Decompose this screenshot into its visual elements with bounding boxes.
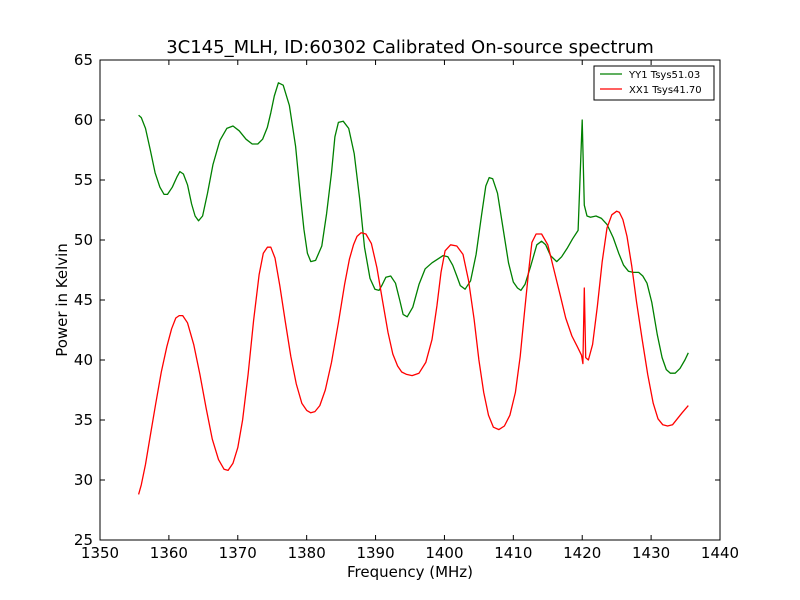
x-tick-label: 1400 — [425, 544, 463, 562]
y-tick-label: 55 — [74, 171, 93, 189]
y-tick-label: 45 — [74, 291, 93, 309]
series-layer — [137, 82, 689, 495]
legend-label-xx1: XX1 Tsys41.70 — [629, 85, 702, 96]
x-tick-label: 1380 — [288, 544, 326, 562]
y-tick-label: 40 — [74, 351, 93, 369]
tick-layer: 1350 1360 1370 1380 1390 1400 1410 1420 1430 1440… — [74, 51, 739, 562]
x-tick-label: 1440 — [701, 544, 739, 562]
series-line-xx1 — [137, 210, 689, 495]
x-tick-label: 1360 — [150, 544, 188, 562]
x-tick-label: 1350 — [81, 544, 119, 562]
legend-box — [593, 65, 715, 101]
x-tick-label: 1390 — [356, 544, 394, 562]
y-tick-label: 60 — [74, 111, 93, 129]
x-tick-label: 1420 — [563, 544, 601, 562]
x-tick-label: 1410 — [494, 544, 532, 562]
x-tick-label: 1430 — [632, 544, 670, 562]
x-axis-label: Frequency (MHz) — [347, 563, 473, 581]
x-tick-label: 1370 — [219, 544, 257, 562]
y-tick-label: 50 — [74, 231, 93, 249]
y-tick-label: 35 — [74, 411, 93, 429]
series-line-yy1 — [138, 82, 689, 374]
legend: YY1 Tsys51.03 XX1 Tsys41.70 — [593, 65, 715, 101]
y-tick-label: 65 — [74, 51, 93, 69]
plot-frame — [99, 59, 721, 541]
plot-area — [100, 60, 720, 540]
y-axis-label: Power in Kelvin — [53, 243, 71, 357]
y-tick-label: 30 — [74, 471, 93, 489]
chart-title: 3C145_MLH, ID:60302 Calibrated On-source… — [166, 37, 654, 58]
y-tick-label: 25 — [74, 531, 93, 549]
legend-label-yy1: YY1 Tsys51.03 — [628, 70, 700, 81]
